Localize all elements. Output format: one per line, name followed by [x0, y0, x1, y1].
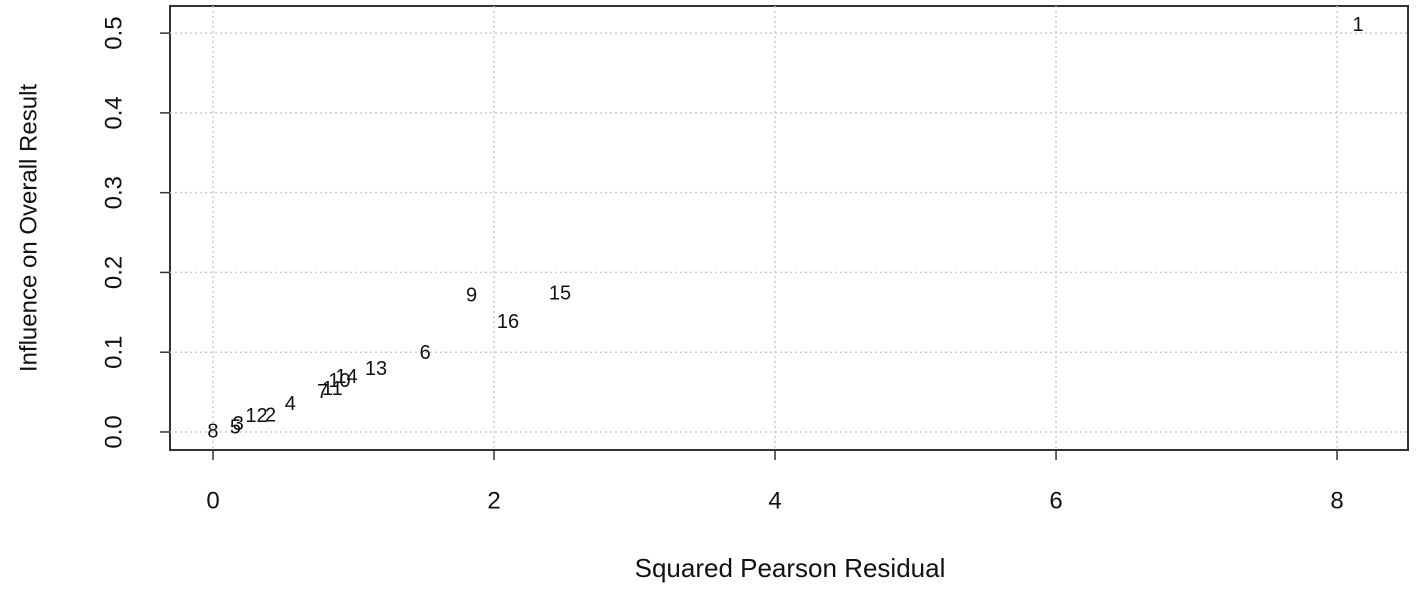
point-label: 6 [420, 342, 431, 364]
y-axis-label: Influence on Overall Result [15, 84, 42, 372]
point-label: 16 [497, 311, 519, 333]
point-label: 8 [207, 420, 218, 442]
point-label: 3 [233, 413, 244, 435]
point-label: 4 [285, 393, 296, 415]
y-tick-label: 0.4 [100, 96, 127, 129]
point-label: 10 [328, 370, 350, 392]
y-tick-label: 0.1 [100, 336, 127, 369]
y-tick-label: 0.5 [100, 16, 127, 49]
point-label: 7 [317, 381, 328, 403]
point-label: 9 [466, 285, 477, 307]
x-tick-label: 0 [206, 487, 219, 514]
point-label: 15 [549, 282, 571, 304]
y-tick-label: 0.0 [100, 415, 127, 448]
x-tick-label: 2 [487, 487, 500, 514]
x-tick-label: 4 [768, 487, 781, 514]
point-label: 5 [230, 416, 241, 438]
point-label: 11 [322, 378, 343, 400]
plot-frame [169, 5, 1409, 451]
point-label: 2 [265, 404, 276, 426]
y-tick-label: 0.3 [100, 176, 127, 209]
point-label: 14 [335, 366, 357, 388]
y-tick-label: 0.2 [100, 256, 127, 289]
point-label: 12 [245, 405, 267, 427]
x-tick-label: 6 [1049, 487, 1062, 514]
x-tick-label: 8 [1330, 487, 1343, 514]
point-label: 1 [1353, 14, 1364, 36]
x-axis-label: Squared Pearson Residual [635, 553, 946, 583]
point-label: 13 [365, 358, 387, 380]
